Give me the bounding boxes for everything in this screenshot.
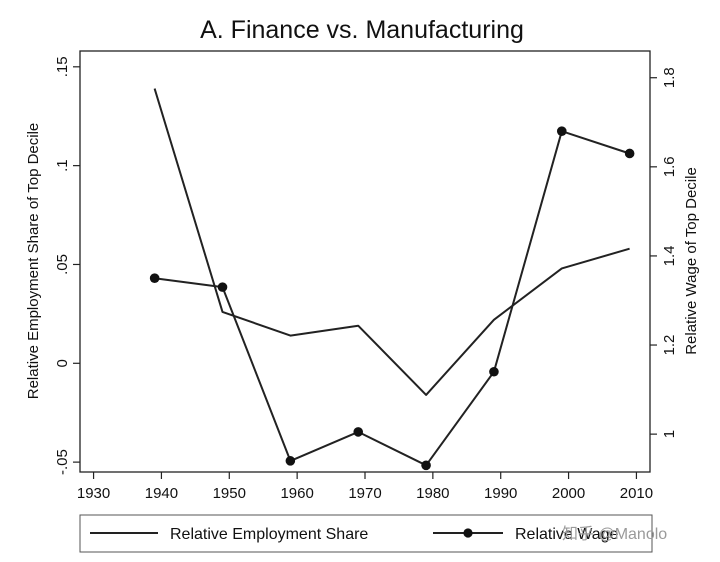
x-tick-label: 1950: [213, 485, 246, 502]
legend-marker-wage: [463, 528, 473, 538]
x-tick-label: 1930: [77, 485, 110, 502]
watermark: 知乎 @Manolo: [562, 525, 667, 543]
y-left-tick-label: .1: [54, 159, 71, 172]
y-left-tick-label: .05: [54, 254, 71, 275]
x-tick-label: 1990: [484, 485, 517, 502]
legend-box: [79, 514, 653, 553]
data-point-relative-wage: [217, 282, 228, 292]
y-right-tick-label: 1.8: [661, 67, 678, 88]
x-tick-label: 1940: [145, 485, 178, 502]
data-point-relative-wage: [421, 460, 431, 471]
y-left-tick-label: 0: [54, 359, 71, 367]
x-tick-label: 1980: [416, 485, 449, 502]
y-right-tick-label: 1.4: [661, 246, 678, 267]
series-line-relative-wage: [154, 130, 630, 467]
y-left-tick-label: -.05: [54, 449, 71, 475]
data-point-relative-wage: [624, 148, 635, 159]
data-point-relative-wage: [556, 126, 567, 136]
legend-label-employment: Relative Employment Share: [170, 526, 368, 543]
data-point-relative-wage: [149, 273, 160, 284]
x-tick-label: 1970: [348, 485, 381, 502]
y-axis-label-left: Relative Employment Share of Top Decile: [25, 123, 42, 400]
y-right-tick-label: 1.6: [661, 156, 678, 177]
legend-label-wage: Relative Wage: [515, 526, 619, 543]
series-line-relative-employment-share: [153, 88, 630, 396]
y-left-tick-label: .15: [54, 56, 71, 77]
y-right-tick-label: 1: [661, 430, 678, 438]
data-point-relative-wage: [285, 456, 296, 466]
data-point-relative-wage: [353, 427, 364, 437]
chart-title: A. Finance vs. Manufacturing: [200, 16, 524, 44]
plot-area: [79, 50, 651, 473]
x-tick-label: 1960: [280, 485, 313, 502]
legend: Relative Employment Share Relative Wage …: [79, 514, 667, 553]
y-right-tick-label: 1.2: [661, 335, 678, 356]
x-tick-label: 2000: [552, 485, 585, 502]
data-point-relative-wage: [489, 366, 499, 377]
series-layer: [149, 88, 635, 471]
axis-ticks: 1930 1940 1950 1960 1970 1980 1990 2000 2010 .15.…: [54, 56, 678, 502]
y-axis-label-right: Relative Wage of Top Decile: [683, 167, 700, 355]
x-tick-label: 2010: [620, 485, 653, 502]
